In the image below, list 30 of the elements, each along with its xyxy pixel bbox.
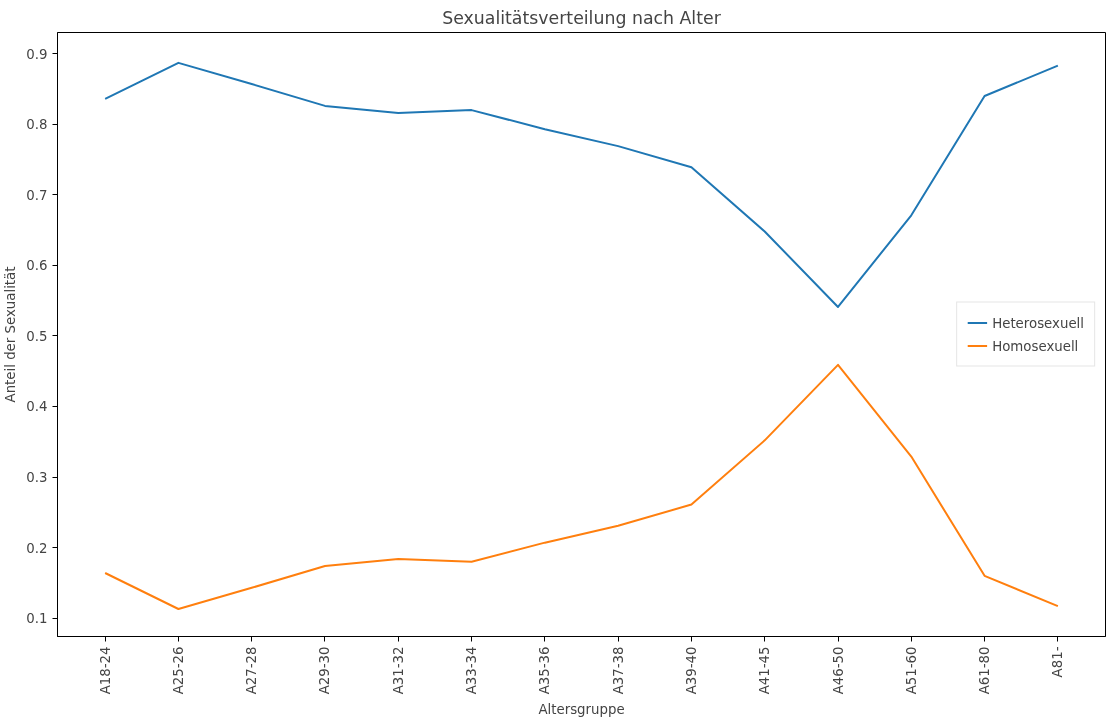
chart-title: Sexualitätsverteilung nach Alter xyxy=(442,7,722,28)
x-tick-label: A81- xyxy=(1050,646,1066,678)
x-tick-label: A37-38 xyxy=(610,646,626,695)
y-tick-label: 0.5 xyxy=(26,328,48,344)
x-tick-label: A46-50 xyxy=(830,646,846,695)
y-tick-label: 0.8 xyxy=(26,117,48,133)
line-series xyxy=(104,61,1059,308)
x-tick-label: A51-60 xyxy=(903,646,919,695)
x-tick-label: A61-80 xyxy=(977,646,993,695)
y-tick-label: 0.3 xyxy=(26,470,48,486)
x-axis-title: Altersgruppe xyxy=(538,702,625,718)
y-tick-label: 0.7 xyxy=(26,187,48,203)
y-tick-label: 0.4 xyxy=(26,399,48,415)
legend-label: Heterosexuell xyxy=(992,315,1084,330)
x-tick-label: A39-40 xyxy=(683,646,699,695)
y-tick-label: 0.6 xyxy=(26,258,48,274)
x-tick-label: A33-34 xyxy=(464,646,480,695)
x-tick-label: A18-24 xyxy=(97,646,113,695)
y-axis-title: Anteil der Sexualität xyxy=(3,266,19,403)
x-tick-label: A41-45 xyxy=(757,646,773,695)
y-tick-label: 0.1 xyxy=(26,611,48,627)
x-tick-label: A31-32 xyxy=(390,646,406,695)
x-tick-label: A35-36 xyxy=(537,646,553,695)
line-series xyxy=(104,363,1059,610)
y-tick-label: 0.9 xyxy=(26,46,48,62)
x-tick-label: A27-28 xyxy=(244,646,260,695)
x-tick-label: A29-30 xyxy=(317,646,333,695)
x-tick-label: A25-26 xyxy=(170,646,186,695)
y-tick-label: 0.2 xyxy=(26,540,48,556)
legend-label: Homosexuell xyxy=(992,338,1079,353)
